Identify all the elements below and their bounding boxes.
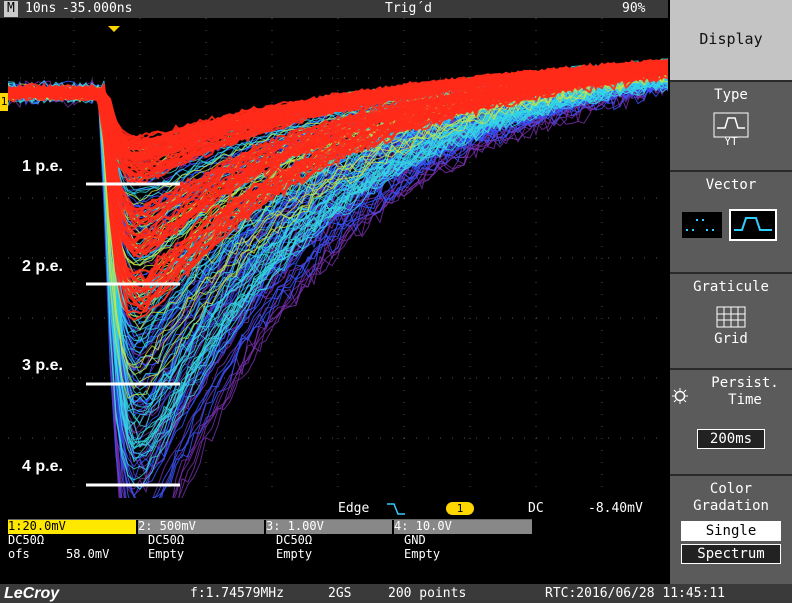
- menu-button-type[interactable]: Type YT: [670, 82, 792, 172]
- delay: -35.000ns: [62, 1, 133, 16]
- button-label: Color Gradation: [693, 481, 769, 514]
- menu-button-graticule[interactable]: Graticule Grid: [670, 274, 792, 370]
- trace: [8, 76, 668, 498]
- channel-level-marker: 1: [0, 93, 8, 111]
- trace: [8, 70, 668, 321]
- channel-offset: Empty: [276, 547, 313, 561]
- button-label: Graticule: [693, 279, 769, 295]
- trace: [8, 68, 668, 254]
- annotation: 3 p.e.: [22, 357, 63, 374]
- trigger-source: 1: [446, 502, 474, 515]
- sample-rate: 2GS: [328, 586, 352, 601]
- channel-offset: Empty: [404, 547, 441, 561]
- offset-label: ofs: [8, 547, 30, 561]
- status-bar: LeCroy f:1.74579MHz 2GS 200 points RTC:2…: [0, 584, 792, 603]
- channel-scale: 3: 1.00V: [266, 520, 392, 534]
- option[interactable]: Spectrum: [681, 544, 781, 564]
- option-selected[interactable]: Single: [681, 521, 781, 541]
- trace: [8, 75, 668, 424]
- menu-button-persist[interactable]: Persist. Time 200ms: [670, 370, 792, 476]
- trace: [8, 63, 668, 257]
- channel-coupling: DC50Ω: [8, 533, 45, 547]
- trace: [8, 76, 668, 408]
- menu-button-gradation[interactable]: Color Gradation Single Spectrum: [670, 476, 792, 585]
- trace: [8, 75, 668, 376]
- trigger-status: Trig´d: [385, 1, 432, 16]
- channel-scale: 1:20.0mV: [8, 520, 136, 534]
- trigger-level: -8.40mV: [588, 501, 643, 516]
- menu-button-vector[interactable]: Vector: [670, 172, 792, 274]
- button-label: Vector: [705, 177, 757, 193]
- vector-icons: [682, 209, 777, 241]
- trigger-type: Edge: [338, 501, 370, 516]
- memory: 90%: [622, 1, 646, 16]
- clock: RTC:2016/06/28 11:45:11: [545, 586, 726, 601]
- channel-offset: Empty: [148, 547, 185, 561]
- trigger-info: Edge 1 DC -8.40mV: [8, 499, 668, 518]
- button-value: Grid: [714, 331, 748, 347]
- annotation: 4 p.e.: [22, 458, 63, 475]
- yt-icon: [713, 112, 749, 138]
- trace: [8, 78, 668, 498]
- channel-scale: 2: 500mV: [138, 520, 264, 534]
- trace: [8, 66, 668, 249]
- trace: [8, 73, 668, 498]
- button-label: Type: [714, 87, 748, 103]
- channel-coupling: DC50Ω: [276, 533, 313, 547]
- trace: [8, 59, 668, 151]
- trigger-position-marker: [108, 26, 120, 32]
- button-value: 200ms: [696, 429, 766, 449]
- channel-scale: 4: 10.0V: [394, 520, 532, 534]
- record-length: 200 points: [388, 586, 467, 601]
- button-label: Persist. Time: [711, 375, 779, 408]
- mode: M: [4, 1, 18, 17]
- trace: [8, 81, 668, 498]
- annotation: 1 p.e.: [22, 158, 63, 175]
- menu-title: Display: [670, 0, 792, 82]
- trigger-coupling: DC: [528, 501, 544, 516]
- channel-table: 1:20.0mV DC50Ω ofs 58.0mV 2: 500mV DC50Ω…: [8, 519, 532, 581]
- channel-coupling: DC50Ω: [148, 533, 185, 547]
- channel-offset: 58.0mV: [66, 547, 110, 561]
- channel-coupling: GND: [404, 533, 426, 547]
- annotation: 2 p.e.: [22, 258, 63, 275]
- trace: [8, 63, 668, 167]
- knob-icon: [672, 388, 688, 404]
- menu-title-text: Display: [699, 30, 763, 48]
- brand: LeCroy: [4, 585, 60, 602]
- timebase: 10ns: [25, 1, 57, 16]
- button-value: YT: [724, 135, 738, 148]
- edge-icon: [387, 503, 405, 515]
- top-bar: M 10ns -35.000ns Trig´d 90%: [0, 0, 668, 18]
- waveform-display: [8, 18, 668, 498]
- grid-icon: [716, 306, 746, 328]
- trace: [8, 74, 668, 454]
- frequency: f:1.74579MHz: [190, 586, 284, 601]
